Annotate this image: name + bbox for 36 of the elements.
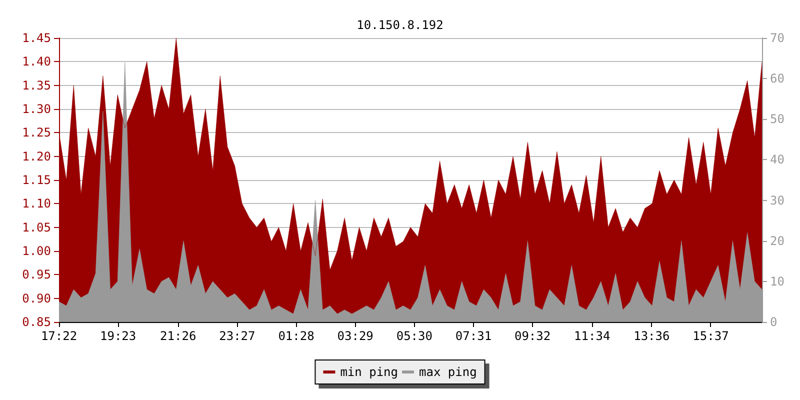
y2-tick-label: 0 <box>770 315 778 329</box>
y-tick-label: 1.05 <box>22 220 51 234</box>
x-tick-label: 21:26 <box>160 329 196 343</box>
x-tick-label: 13:36 <box>634 329 670 343</box>
legend-label: min ping <box>340 365 398 379</box>
y-tick-label: 0.90 <box>22 291 51 306</box>
y2-tick-label: 10 <box>770 274 784 288</box>
y-tick-label: 1.10 <box>22 196 51 211</box>
x-tick-label: 11:34 <box>574 329 610 343</box>
y2-tick-label: 30 <box>770 193 784 208</box>
y-tick-label: 1.00 <box>22 244 51 258</box>
y-tick-label: 1.45 <box>22 31 51 45</box>
y-tick-label: 1.15 <box>22 173 51 187</box>
y-tick-label: 1.35 <box>22 78 51 92</box>
y2-tick-label: 60 <box>770 72 784 86</box>
y-tick-label: 1.30 <box>22 102 51 116</box>
x-tick-label: 07:31 <box>455 329 492 343</box>
x-tick-label: 23:27 <box>219 329 256 343</box>
y-tick-label: 1.40 <box>22 54 51 69</box>
y-tick-label: 1.20 <box>22 149 51 164</box>
y2-tick-label: 20 <box>770 234 784 248</box>
y2-tick-label: 70 <box>770 31 784 45</box>
y-tick-label: 1.25 <box>22 126 51 140</box>
x-tick-label: 19:23 <box>100 329 136 343</box>
y2-tick-label: 40 <box>770 152 784 167</box>
chart-title: 10.150.8.192 <box>356 18 444 32</box>
x-tick-label: 09:32 <box>514 329 551 343</box>
y2-tick-label: 50 <box>770 112 784 126</box>
y-tick-label: 0.95 <box>22 268 51 282</box>
x-tick-label: 15:37 <box>692 329 729 343</box>
y-tick-label: 0.85 <box>22 315 51 329</box>
legend-label: max ping <box>419 365 477 379</box>
x-tick-label: 05:30 <box>396 329 432 343</box>
x-tick-label: 03:29 <box>337 329 374 343</box>
x-tick-label: 17:22 <box>40 329 78 343</box>
x-tick-label: 01:28 <box>278 329 314 343</box>
